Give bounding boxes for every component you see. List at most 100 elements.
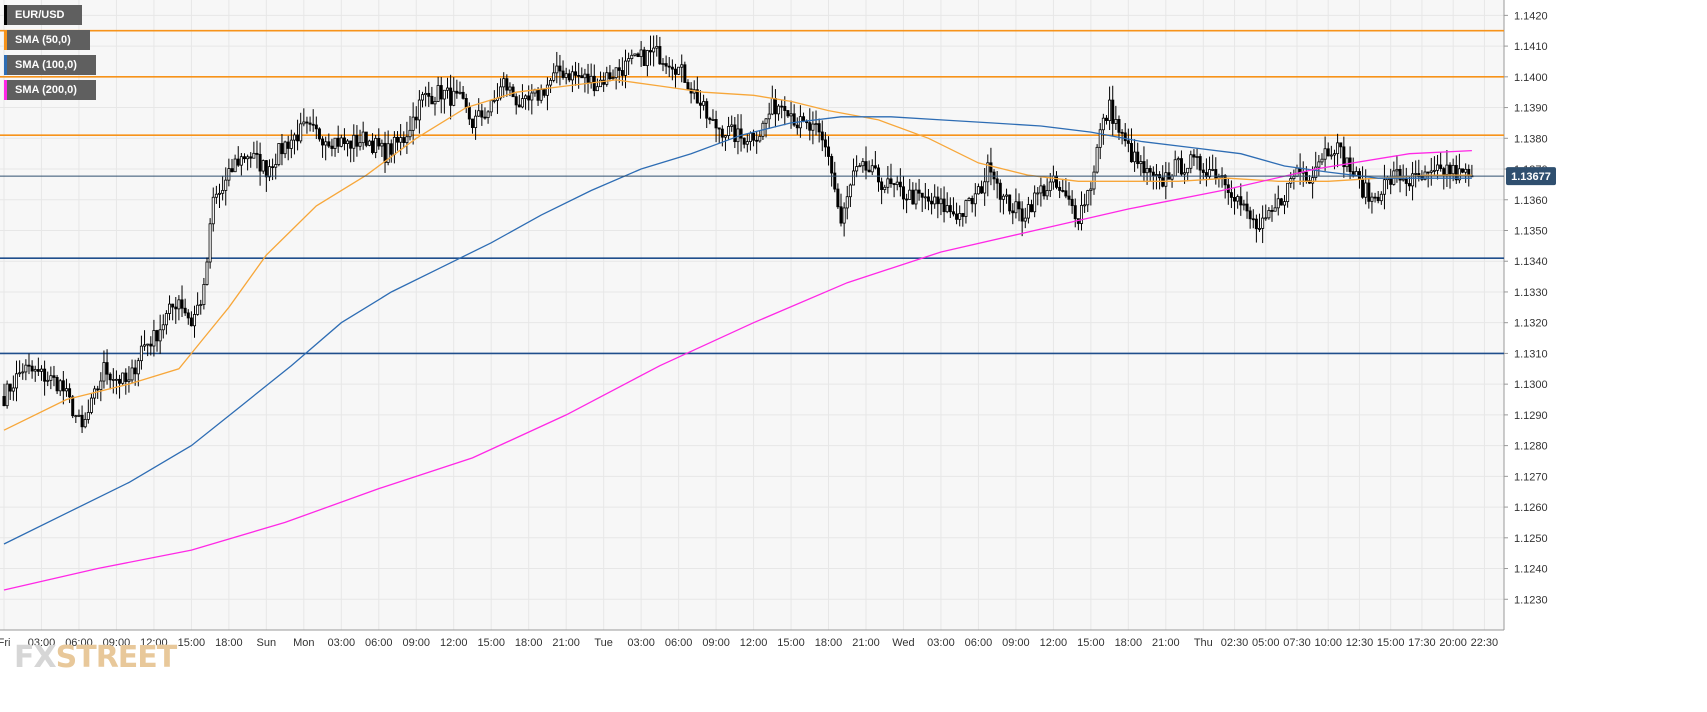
candle-down[interactable] [1407,183,1411,187]
candle-down[interactable] [792,113,796,126]
candle-up[interactable] [730,124,734,127]
candle-down[interactable] [620,70,624,76]
candle-up[interactable] [64,388,68,392]
candle-up[interactable] [1101,117,1105,131]
candle-up[interactable] [1323,148,1327,160]
candle-up[interactable] [736,128,740,143]
candle-down[interactable] [1161,177,1165,187]
candle-down[interactable] [808,122,812,131]
candle-up[interactable] [923,196,927,199]
candle-down[interactable] [667,65,671,68]
candle-up[interactable] [599,79,603,88]
candle-up[interactable] [1317,161,1321,168]
candle-up[interactable] [1411,173,1415,187]
legend-item-sma200[interactable]: SMA (200,0) [4,80,96,100]
candle-down[interactable] [1454,164,1458,181]
candle-down[interactable] [1061,190,1065,192]
candle-down[interactable] [377,137,381,147]
candle-down[interactable] [930,200,934,205]
candle-down[interactable] [1254,218,1258,230]
candle-down[interactable] [673,68,677,75]
candle-up[interactable] [939,198,943,205]
candle-up[interactable] [177,299,181,310]
candle-up[interactable] [1242,203,1246,206]
candle-up[interactable] [374,137,378,153]
candle-up[interactable] [973,193,977,205]
candle-up[interactable] [855,166,859,172]
candle-up[interactable] [302,121,306,125]
candle-up[interactable] [1345,157,1349,168]
candle-up[interactable] [445,87,449,91]
candle-down[interactable] [1148,168,1152,173]
candle-up[interactable] [1451,164,1455,175]
candle-down[interactable] [1361,178,1365,198]
candle-down[interactable] [43,368,47,382]
candle-up[interactable] [399,137,403,143]
candle-down[interactable] [901,186,905,200]
candle-down[interactable] [383,142,387,163]
candle-down[interactable] [1011,210,1015,214]
candle-up[interactable] [555,65,559,74]
candle-up[interactable] [1273,207,1277,212]
candle-up[interactable] [723,135,727,138]
candle-up[interactable] [1001,195,1005,200]
candle-up[interactable] [367,140,371,146]
candle-up[interactable] [214,193,218,198]
candle-down[interactable] [1020,208,1024,222]
candle-up[interactable] [842,207,846,224]
candle-down[interactable] [36,369,40,372]
candle-up[interactable] [386,143,390,163]
candle-up[interactable] [645,50,649,67]
candle-up[interactable] [552,72,556,81]
candle-down[interactable] [1251,218,1255,221]
candle-up[interactable] [1382,179,1386,195]
candle-up[interactable] [770,98,774,115]
candle-down[interactable] [230,168,234,173]
candle-up[interactable] [1258,227,1262,230]
candle-up[interactable] [1379,193,1383,202]
candle-up[interactable] [127,379,131,382]
candle-up[interactable] [146,343,150,346]
candle-down[interactable] [911,189,915,205]
candle-down[interactable] [873,165,877,169]
candle-up[interactable] [74,415,78,418]
candle-up[interactable] [289,139,293,149]
candle-up[interactable] [139,345,143,362]
candle-up[interactable] [1189,154,1193,169]
candle-up[interactable] [193,314,197,327]
candle-down[interactable] [820,131,824,141]
candle-up[interactable] [764,118,768,124]
candle-down[interactable] [823,139,827,148]
candle-up[interactable] [811,123,815,131]
candle-down[interactable] [586,73,590,83]
candle-down[interactable] [171,303,175,308]
candle-down[interactable] [649,50,652,53]
candle-down[interactable] [1204,172,1208,178]
candle-up[interactable] [452,90,456,106]
candle-down[interactable] [889,178,893,185]
candle-up[interactable] [605,72,609,85]
candle-up[interactable] [283,141,287,155]
candle-down[interactable] [1229,192,1233,198]
candle-down[interactable] [1042,185,1046,197]
candle-up[interactable] [168,303,172,314]
candle-up[interactable] [1414,173,1418,175]
candle-up[interactable] [589,75,593,83]
candle-up[interactable] [380,142,384,147]
candle-up[interactable] [677,66,681,75]
legend-item-eurusd[interactable]: EUR/USD [4,5,82,25]
candle-up[interactable] [858,165,862,168]
candle-up[interactable] [218,192,221,195]
candle-down[interactable] [992,171,996,180]
candle-up[interactable] [758,135,762,142]
candle-up[interactable] [1267,210,1271,219]
candle-down[interactable] [389,143,393,155]
candle-up[interactable] [976,186,980,195]
candle-down[interactable] [1270,210,1274,212]
candle-down[interactable] [327,141,331,147]
candle-up[interactable] [5,383,9,407]
candle-up[interactable] [539,89,543,101]
candle-up[interactable] [680,64,684,68]
candle-down[interactable] [8,383,12,392]
candle-up[interactable] [1036,192,1040,195]
